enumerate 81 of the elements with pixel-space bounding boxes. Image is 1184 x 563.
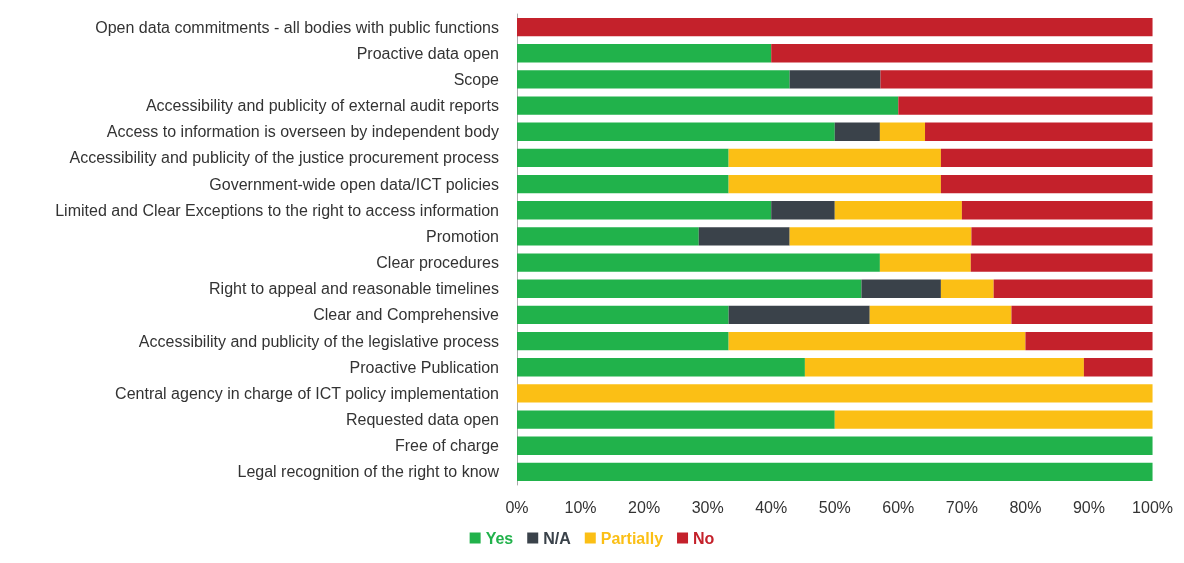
bar [771,44,1153,63]
bar [517,384,1153,403]
bar [898,96,1153,115]
bar [971,227,1153,246]
bar [517,253,880,272]
bar [804,358,1084,377]
bar [517,174,729,194]
x-tick-label: 90% [1072,498,1105,516]
y-tick-label: Accessibility and publicity of external audit reports [145,97,499,115]
x-tick-label: 30% [691,498,724,516]
y-tick-label: Free of charge [394,437,500,455]
bar [879,122,926,141]
bar [880,70,1153,89]
y-tick-label: Access to information is overseen by independent body [106,123,499,141]
bar [728,174,941,194]
x-tick-label: 60% [882,498,915,516]
bar [728,305,870,325]
y-tick-label: Open data commitments - all bodies with public functions [95,18,499,36]
x-tick-label: 70% [945,498,978,516]
legend-label: No [693,529,715,547]
bar [517,462,1153,482]
y-tick-label: Scope [453,70,500,88]
bar [1011,305,1153,325]
bar [869,305,1012,325]
bar [925,122,1153,141]
legend-label: N/A [543,529,572,547]
bar [961,201,1153,220]
bar [517,305,729,325]
x-tick-label: 40% [755,498,788,516]
bar [993,279,1153,298]
y-tick-label: Accessibility and publicity of the justice procurement process [69,149,499,167]
bar [517,70,790,89]
bar [834,201,962,220]
bar [1083,358,1153,377]
bar [517,201,772,220]
x-tick-label: 100% [1132,498,1173,516]
bar [517,17,1153,37]
x-tick-label: 50% [818,498,851,516]
bar [517,410,835,429]
y-tick-label: Clear procedures [376,254,499,272]
bar [771,201,835,220]
y-tick-label: Accessibility and publicity of the legislative process [138,332,499,350]
bar [789,70,881,89]
bar [970,253,1153,272]
y-tick-label: Proactive data open [356,44,499,62]
bar [728,331,1026,351]
bar [517,44,772,63]
bar [940,148,1153,168]
legend-label: Partially [600,529,664,547]
x-tick-label: 20% [628,498,661,516]
y-tick-label: Requested data open [345,411,499,429]
x-tick-label: 10% [564,498,597,516]
bar [698,227,790,246]
bar [861,279,941,298]
legend-label: Yes [485,529,514,547]
bar [517,122,835,141]
bar [517,436,1153,455]
bar [517,331,729,351]
bar [789,227,972,246]
bar [517,148,729,168]
bar [517,227,699,246]
bar [517,279,862,298]
bar [834,122,880,141]
y-tick-label: Central agency in charge of ICT policy implementation [115,384,499,402]
y-tick-label: Limited and Clear Exceptions to the right to access information [55,201,499,219]
y-tick-label: Legal recognition of the right to know [237,463,500,481]
bar [834,410,1153,429]
bar [940,174,1153,194]
bar [879,253,971,272]
bar [517,96,899,115]
y-tick-label: Clear and Comprehensive [313,306,500,324]
bar [517,358,805,377]
y-tick-label: Right to appeal and reasonable timelines [209,280,499,298]
bar [728,148,941,168]
x-tick-label: 80% [1009,498,1042,516]
y-tick-label: Proactive Publication [349,358,499,376]
y-tick-label: Government-wide open data/ICT policies [209,175,499,193]
y-tick-label: Promotion [426,227,499,245]
bar [940,279,994,298]
bar [1025,331,1153,351]
x-tick-label: 0% [505,498,529,516]
